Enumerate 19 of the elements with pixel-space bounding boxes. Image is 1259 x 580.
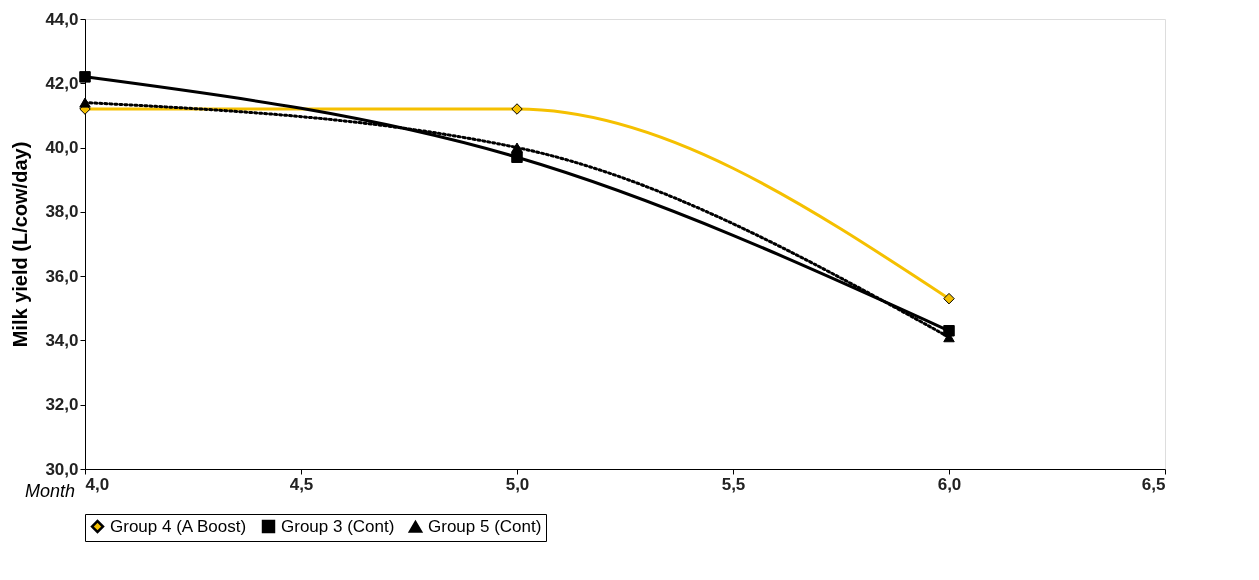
- y-tick-label: 42,0: [45, 73, 79, 93]
- y-tick-label: 44,0: [45, 9, 79, 29]
- x-tick-label: 4,0: [85, 474, 110, 494]
- y-tick-label: 36,0: [45, 266, 79, 286]
- x-axis-title: Month: [24, 481, 75, 501]
- y-axis-title: Milk yield (L/cow/day): [9, 141, 32, 348]
- y-tick-label: 40,0: [45, 138, 79, 158]
- y-tick-label: 32,0: [45, 395, 79, 415]
- x-tick-label: 5,0: [505, 474, 530, 494]
- x-tick-label: 6,5: [1141, 474, 1166, 494]
- legend-label: Group 4 (A Boost): [110, 516, 247, 536]
- y-tick-label: 34,0: [45, 330, 79, 350]
- y-tick-label: 38,0: [45, 202, 79, 222]
- x-tick-label: 6,0: [937, 474, 962, 494]
- y-tick-label: 30,0: [45, 459, 79, 479]
- x-tick-label: 5,5: [721, 474, 746, 494]
- legend-label: Group 5 (Cont): [428, 516, 542, 536]
- legend-label: Group 3 (Cont): [281, 516, 395, 536]
- x-tick-label: 4,5: [289, 474, 314, 494]
